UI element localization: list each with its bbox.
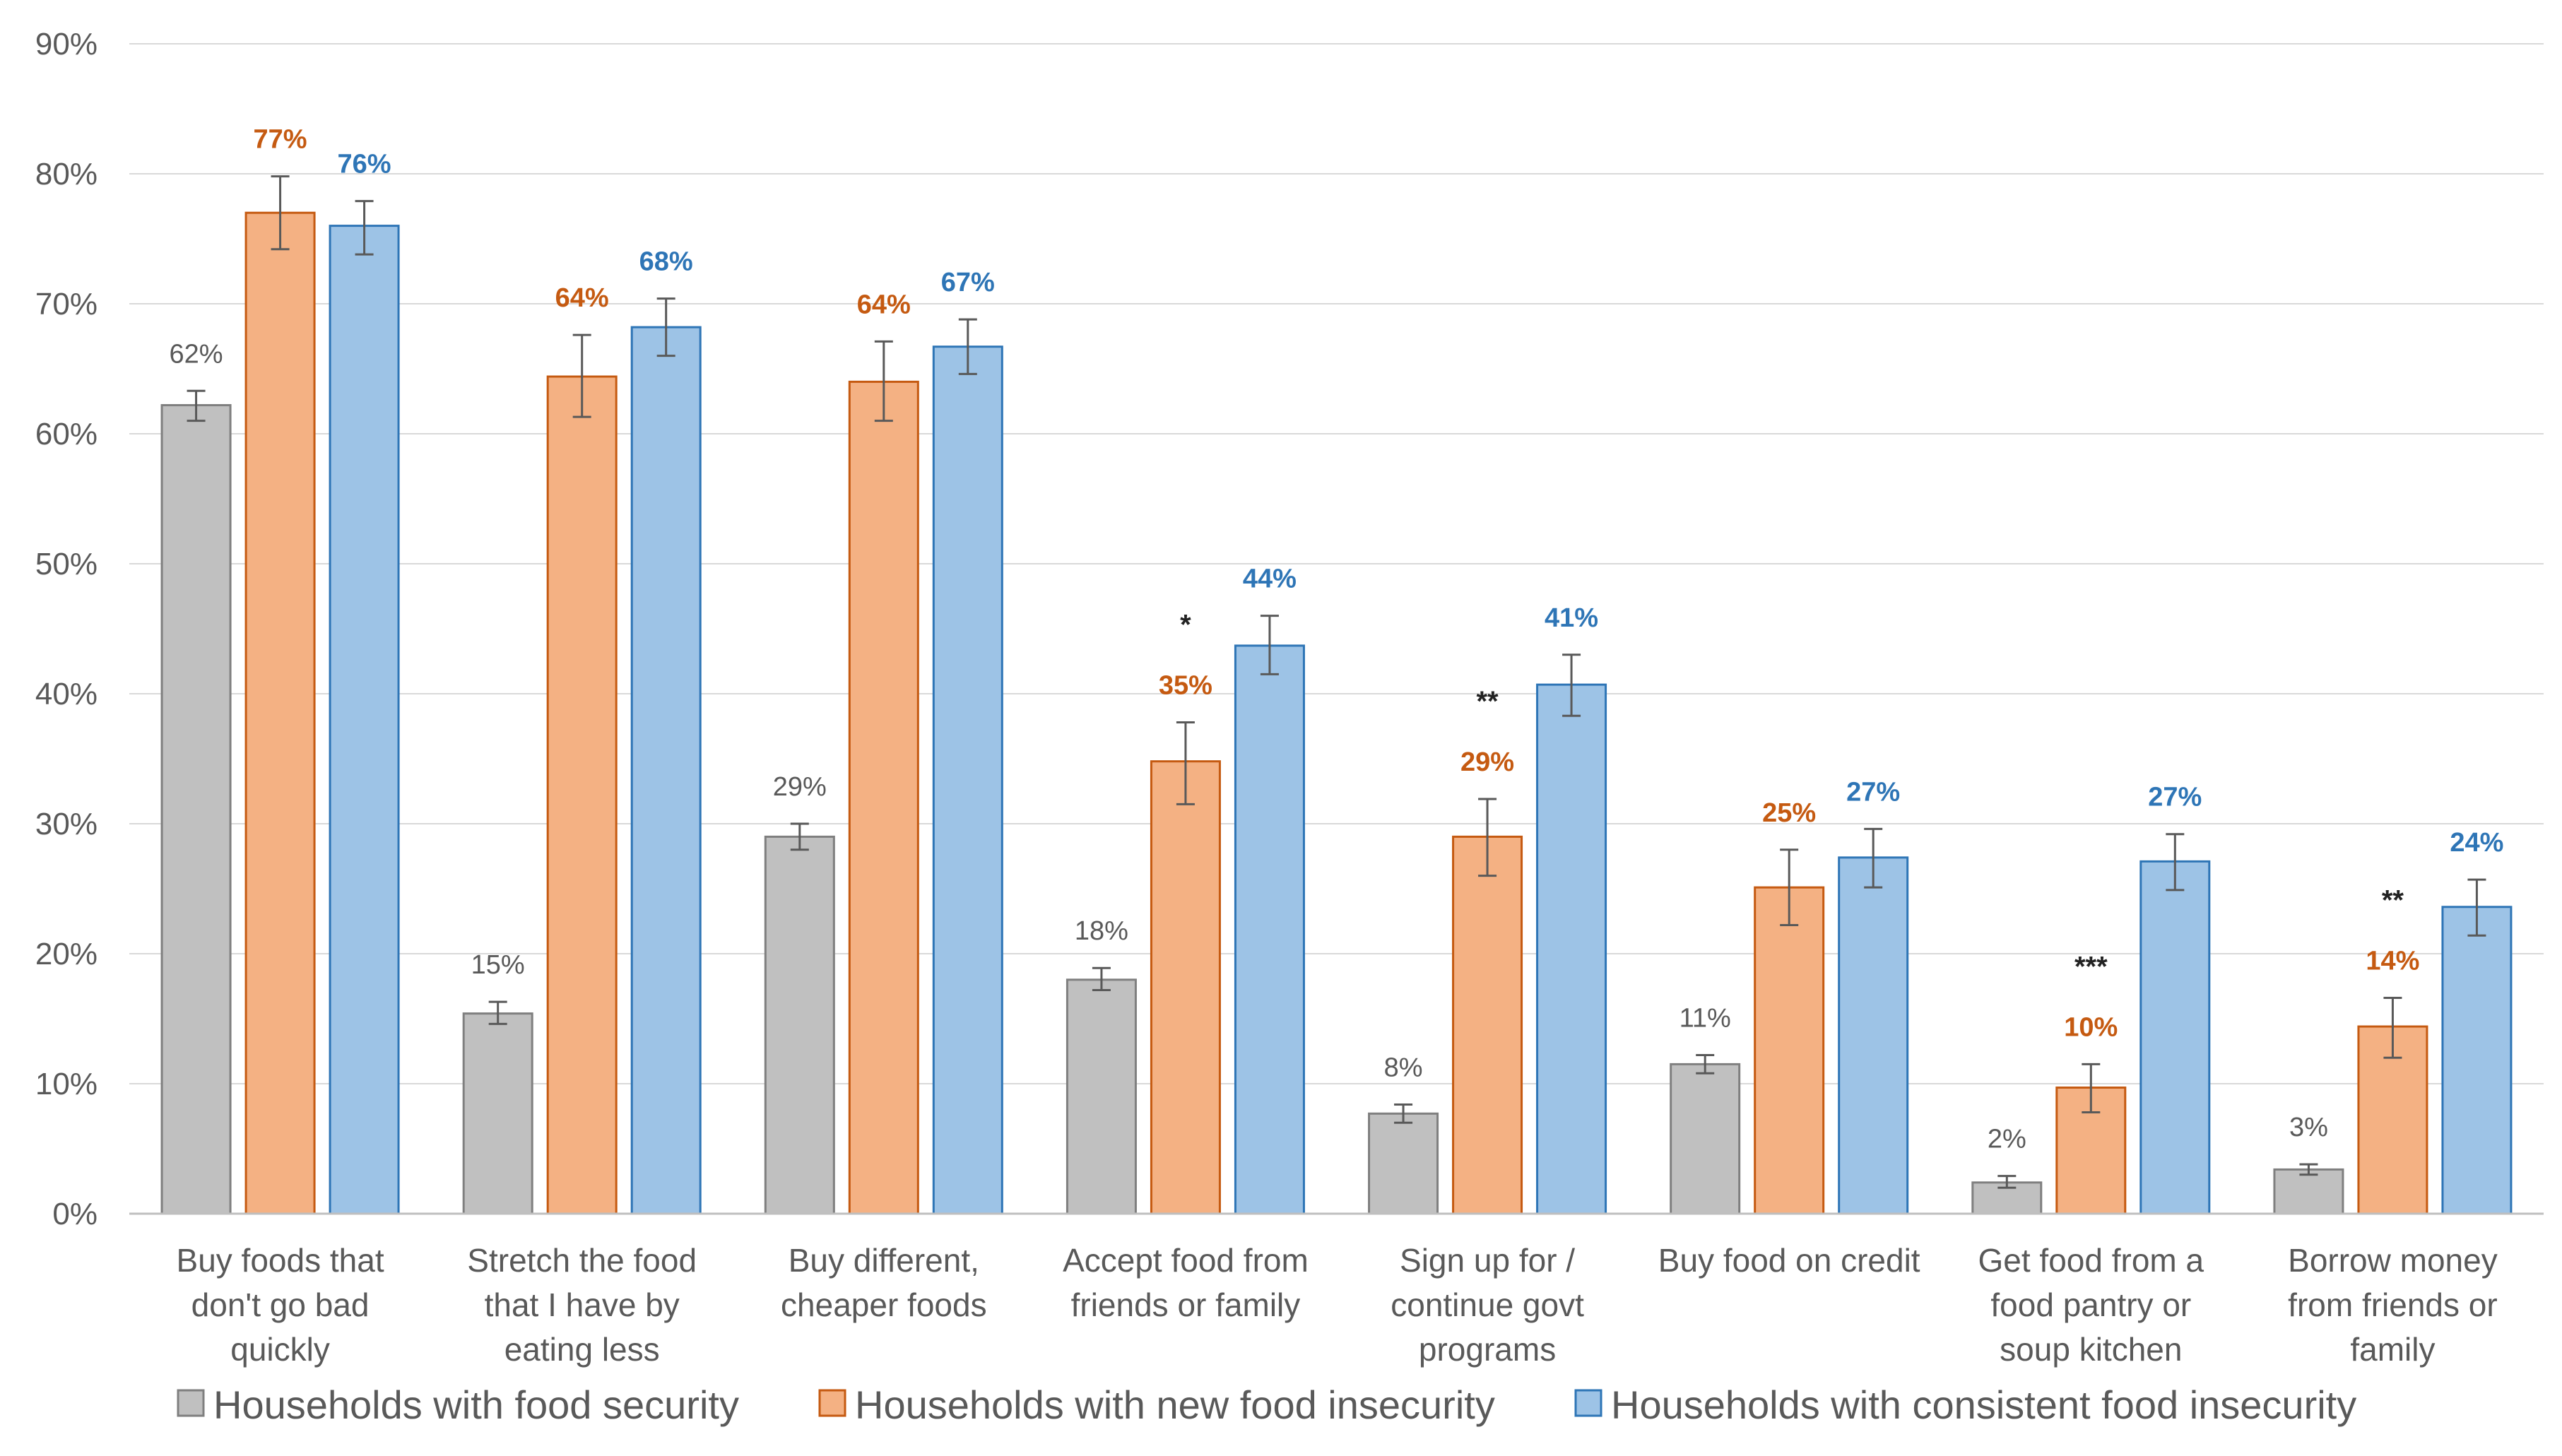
- data-label-s2-c2: 67%: [941, 268, 995, 297]
- data-label-s1-c6: 10%: [2064, 1012, 2118, 1042]
- y-tick-label-90: 90%: [35, 27, 98, 61]
- data-label-s0-c4: 8%: [1384, 1053, 1423, 1082]
- significance-marker-c7: **: [2382, 885, 2404, 916]
- category-label-c7-line2: family: [2350, 1331, 2435, 1368]
- bar-s2-c6: [2139, 860, 2211, 1215]
- data-label-s2-c5: 27%: [1846, 777, 1900, 807]
- data-label-s0-c6: 2%: [1988, 1125, 2026, 1154]
- category-label-c4-line1: continue govt: [1391, 1286, 1584, 1323]
- data-label-s2-c7: 24%: [2450, 828, 2503, 858]
- bar-s0-c1: [462, 1012, 533, 1215]
- bars: [160, 211, 2513, 1215]
- bar-s2-c2: [932, 345, 1003, 1215]
- category-label-c6-line2: soup kitchen: [2000, 1331, 2182, 1368]
- data-label-s1-c5: 25%: [1762, 798, 1816, 828]
- category-label-c6-line0: Get food from a: [1978, 1242, 2204, 1279]
- data-label-s1-c4: 29%: [1460, 747, 1514, 777]
- data-label-s2-c0: 76%: [338, 150, 391, 179]
- bar-s1-c5: [1754, 886, 1825, 1215]
- category-labels: Buy foods that don't go bad quickly Stretch…: [177, 1242, 2498, 1368]
- data-label-s0-c5: 11%: [1680, 1004, 1731, 1034]
- data-labels: 62% 77% 76% 15% 64% 68% 29% 64% 67% 18% 35% 44% 8% 29…: [170, 125, 2504, 1154]
- data-label-s0-c2: 29%: [773, 772, 827, 802]
- data-label-s1-c2: 64%: [857, 290, 911, 319]
- significance-marker-c6: ***: [2074, 951, 2108, 982]
- bar-s1-c1: [546, 375, 618, 1215]
- data-label-s1-c1: 64%: [555, 283, 609, 313]
- legend-swatch-0: [177, 1389, 205, 1417]
- legend-label-2: Households with consistent food insecuri…: [1611, 1383, 2356, 1427]
- legend-swatch-2: [1574, 1389, 1602, 1417]
- category-label-c0-line0: Buy foods that: [177, 1242, 384, 1279]
- data-label-s2-c6: 27%: [2148, 783, 2202, 812]
- category-label-c2-line1: cheaper foods: [781, 1286, 987, 1323]
- legend: Households with food security Households …: [177, 1383, 2356, 1427]
- category-label-c3-line1: friends or family: [1071, 1286, 1301, 1323]
- y-tick-label-70: 70%: [35, 287, 98, 321]
- category-label-c0-line2: quickly: [230, 1331, 330, 1368]
- data-label-s0-c7: 3%: [2289, 1113, 2328, 1142]
- category-label-c5-line0: Buy food on credit: [1658, 1242, 1920, 1279]
- bar-s0-c7: [2273, 1168, 2344, 1215]
- y-tick-label-60: 60%: [35, 417, 98, 451]
- data-label-s0-c1: 15%: [471, 950, 525, 980]
- bar-s1-c0: [244, 211, 316, 1215]
- data-label-s1-c3: 35%: [1159, 670, 1212, 700]
- bar-s2-c5: [1838, 856, 1909, 1215]
- bar-s0-c5: [1670, 1063, 1741, 1215]
- bar-s0-c0: [160, 404, 232, 1215]
- significance-marker-c4: **: [1476, 686, 1499, 717]
- category-label-c7-line1: from friends or: [2288, 1286, 2498, 1323]
- bar-s0-c3: [1065, 978, 1137, 1215]
- bar-s1-c2: [848, 380, 919, 1215]
- y-tick-label-80: 80%: [35, 157, 98, 191]
- data-label-s1-c0: 77%: [254, 125, 307, 155]
- significance-marker-c3: *: [1180, 609, 1191, 640]
- category-label-c7-line0: Borrow money: [2288, 1242, 2498, 1279]
- bar-s2-c1: [630, 326, 702, 1215]
- category-label-c3-line0: Accept food from: [1063, 1242, 1309, 1279]
- y-tick-label-0: 0%: [52, 1197, 98, 1231]
- legend-label-1: Households with new food insecurity: [855, 1383, 1495, 1427]
- category-label-c6-line1: food pantry or: [1990, 1286, 2191, 1323]
- significance-markers: ********: [1180, 609, 2404, 982]
- bar-s2-c0: [329, 225, 400, 1215]
- error-bars: [187, 175, 2486, 1189]
- category-label-c1-line2: eating less: [504, 1331, 660, 1368]
- bar-s2-c7: [2441, 906, 2513, 1215]
- bar-s1-c4: [1452, 835, 1523, 1215]
- category-label-c0-line1: don't go bad: [191, 1286, 370, 1323]
- data-label-s2-c1: 68%: [639, 247, 693, 277]
- category-label-c4-line2: programs: [1419, 1331, 1556, 1368]
- data-label-s0-c0: 62%: [170, 339, 223, 369]
- data-label-s0-c3: 18%: [1075, 916, 1128, 946]
- bar-s1-c3: [1150, 760, 1221, 1215]
- bar-s0-c2: [764, 835, 835, 1215]
- y-axis-tick-labels: 0% 10% 20% 30% 40% 50% 60% 70% 80% 90%: [35, 27, 98, 1231]
- category-label-c2-line0: Buy different,: [789, 1242, 979, 1279]
- y-tick-label-40: 40%: [35, 677, 98, 711]
- y-tick-label-30: 30%: [35, 807, 98, 841]
- category-label-c1-line1: that I have by: [485, 1286, 680, 1323]
- category-label-c1-line0: Stretch the food: [467, 1242, 697, 1279]
- bar-s2-c3: [1234, 644, 1305, 1215]
- y-tick-label-10: 10%: [35, 1067, 98, 1101]
- legend-label-0: Households with food security: [213, 1383, 739, 1427]
- data-label-s1-c7: 14%: [2366, 947, 2419, 976]
- data-label-s2-c4: 41%: [1545, 603, 1598, 633]
- bar-s2-c4: [1536, 683, 1607, 1215]
- y-tick-label-20: 20%: [35, 937, 98, 971]
- data-label-s2-c3: 44%: [1243, 564, 1297, 594]
- y-tick-label-50: 50%: [35, 547, 98, 581]
- legend-swatch-1: [818, 1389, 846, 1417]
- bar-s0-c4: [1368, 1112, 1439, 1215]
- category-label-c4-line0: Sign up for /: [1400, 1242, 1575, 1279]
